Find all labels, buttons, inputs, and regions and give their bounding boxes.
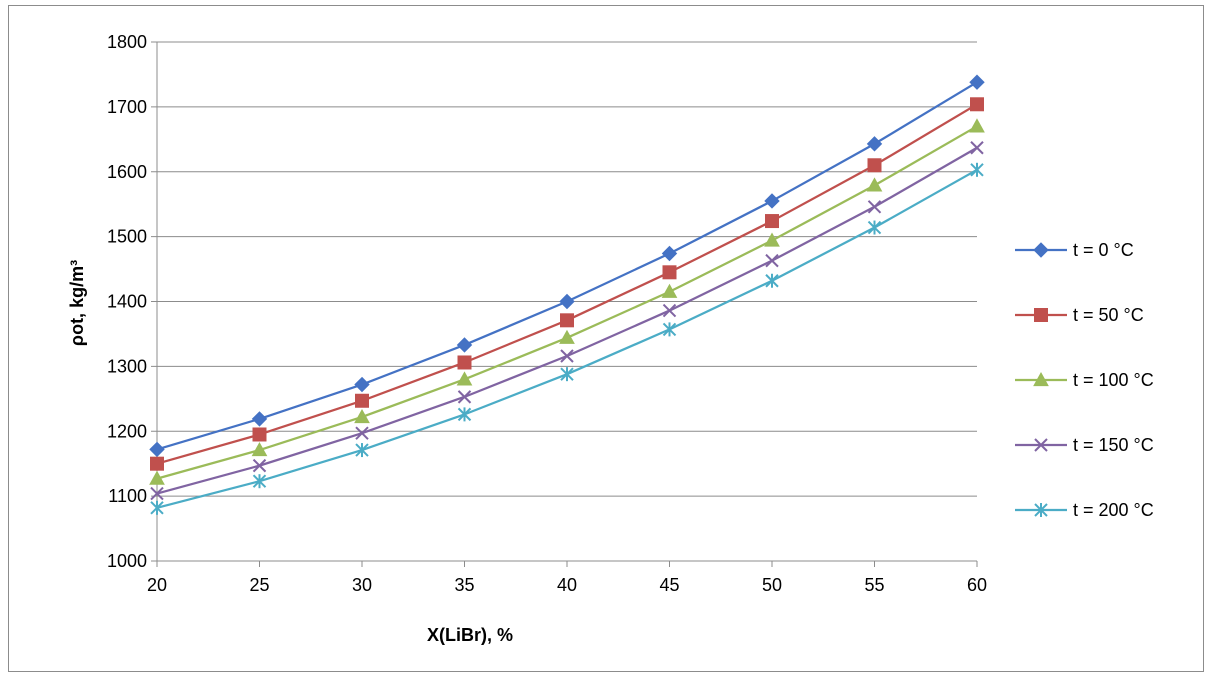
line-chart: 1000 1100 1200 1300 1400 1500 1600 1700 1800 20 25… xyxy=(67,32,1154,645)
data-point xyxy=(252,427,267,442)
data-point xyxy=(970,162,984,177)
data-point xyxy=(457,355,472,370)
data-point xyxy=(662,265,677,280)
x-tick-label: 40 xyxy=(557,575,577,595)
data-point xyxy=(252,458,267,473)
x-tick-label: 25 xyxy=(249,575,269,595)
y-tick-label: 1100 xyxy=(108,486,147,506)
legend-item: t = 100 °C xyxy=(1015,370,1154,390)
data-point xyxy=(456,371,473,386)
y-tick-label: 1200 xyxy=(107,421,147,441)
y-axis-title: ρot, kg/m³ xyxy=(67,260,87,346)
x-axis-title: X(LiBr), % xyxy=(427,625,513,645)
data-point xyxy=(866,136,883,152)
chart-area: 1000 1100 1200 1300 1400 1500 1600 1700 1800 20 25… xyxy=(8,5,1204,672)
data-point xyxy=(149,470,165,485)
legend-marker xyxy=(1034,308,1048,322)
data-point xyxy=(251,411,268,427)
y-tick-label: 1000 xyxy=(107,551,147,571)
data-point xyxy=(765,273,779,288)
legend-label: t = 50 °C xyxy=(1073,305,1144,325)
data-point xyxy=(662,322,677,337)
x-tick-label: 50 xyxy=(762,575,782,595)
legend-marker xyxy=(1033,242,1049,258)
y-tick-label: 1300 xyxy=(107,356,147,376)
data-point xyxy=(355,426,369,440)
data-point xyxy=(354,408,370,424)
y-tick-label: 1400 xyxy=(107,292,147,312)
tick-labels: 1000 1100 1200 1300 1400 1500 1600 1700 1800 20 25… xyxy=(107,32,987,595)
data-point xyxy=(969,118,985,133)
data-point xyxy=(559,293,575,310)
data-point xyxy=(355,443,369,458)
x-tick-label: 45 xyxy=(659,575,679,595)
data-point xyxy=(354,376,370,393)
data-point xyxy=(560,349,574,363)
data-point xyxy=(150,500,164,515)
data-point xyxy=(765,214,779,229)
legend-marker xyxy=(1033,371,1049,387)
y-tick-label: 1800 xyxy=(107,32,147,52)
data-point xyxy=(764,232,780,247)
x-tick-label: 35 xyxy=(454,575,474,595)
x-tick-label: 20 xyxy=(147,575,167,595)
data-point xyxy=(662,303,677,318)
legend-label: t = 100 °C xyxy=(1073,370,1154,390)
data-point xyxy=(560,313,574,328)
data-point xyxy=(251,442,268,457)
legend-marker xyxy=(1034,438,1048,452)
data-point xyxy=(355,393,369,408)
legend-item: t = 0 °C xyxy=(1015,240,1134,260)
data-point xyxy=(765,253,779,268)
data-point xyxy=(867,158,882,173)
x-tick-label: 60 xyxy=(967,575,987,595)
series-markers xyxy=(149,74,985,515)
legend: t = 0 °C t = 50 °C t = 100 °C t = 150 °C t =… xyxy=(1015,240,1154,520)
legend-item: t = 50 °C xyxy=(1015,305,1144,325)
series-line-1 xyxy=(156,103,978,465)
data-point xyxy=(970,141,984,155)
x-tick-label: 30 xyxy=(352,575,372,595)
data-point xyxy=(867,200,882,214)
legend-label: t = 200 °C xyxy=(1073,500,1154,520)
legend-item: t = 200 °C xyxy=(1015,500,1154,520)
data-point xyxy=(661,283,678,298)
data-point xyxy=(661,245,678,262)
gridlines xyxy=(157,41,977,497)
data-point xyxy=(252,474,267,489)
legend-marker xyxy=(1034,503,1048,517)
data-point xyxy=(457,390,472,404)
data-point xyxy=(149,441,165,458)
data-point xyxy=(969,74,985,90)
legend-item: t = 150 °C xyxy=(1015,435,1154,455)
series-line-0 xyxy=(156,81,978,451)
x-tick-label: 55 xyxy=(864,575,884,595)
data-point xyxy=(559,329,575,344)
data-point xyxy=(764,193,780,209)
legend-label: t = 0 °C xyxy=(1073,240,1134,260)
data-point xyxy=(457,407,472,422)
data-point xyxy=(970,97,984,112)
data-point xyxy=(866,177,883,192)
y-tick-label: 1600 xyxy=(107,162,147,182)
data-point xyxy=(867,220,882,235)
data-point xyxy=(150,486,164,501)
y-tick-label: 1700 xyxy=(107,97,147,117)
data-point xyxy=(456,337,473,353)
legend-label: t = 150 °C xyxy=(1073,435,1154,455)
data-point xyxy=(150,456,164,471)
data-point xyxy=(560,367,574,382)
y-tick-label: 1500 xyxy=(107,227,147,247)
